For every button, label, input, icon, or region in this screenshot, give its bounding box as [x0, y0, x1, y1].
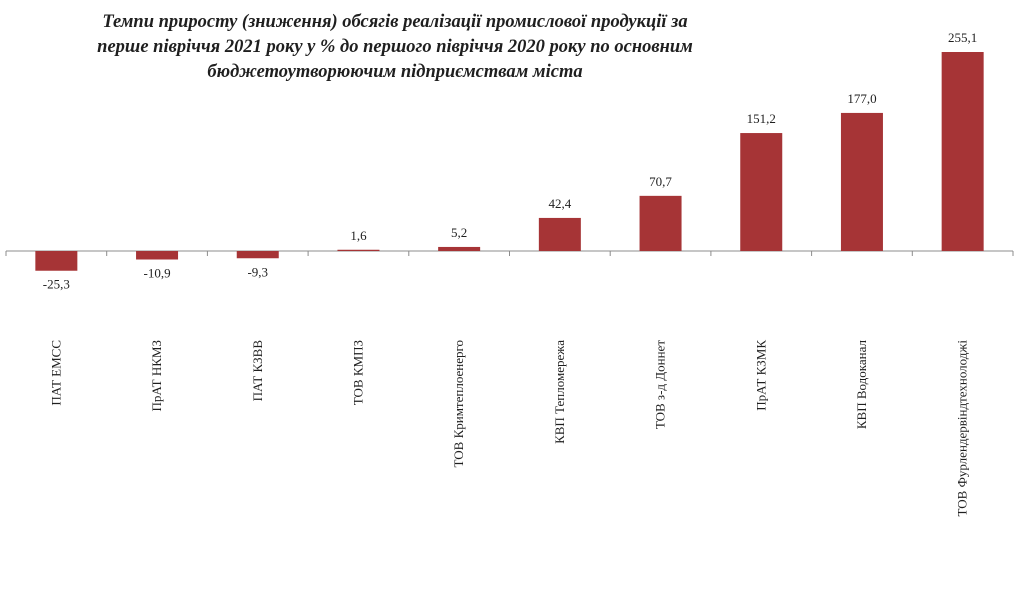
data-label: 70,7: [649, 174, 672, 189]
chart-title: Темпи приросту (зниження) обсягів реаліз…: [0, 10, 790, 85]
data-label: -10,9: [144, 266, 171, 281]
category-label: ТОВ з-д Доннет: [653, 340, 668, 429]
bar: [35, 251, 78, 271]
data-label: -9,3: [247, 264, 268, 279]
bar: [538, 217, 581, 251]
data-label: 5,2: [451, 225, 467, 240]
data-label: -25,3: [43, 277, 70, 292]
bar: [941, 52, 984, 251]
category-label: КВП Тепломережа: [552, 340, 567, 444]
category-label: ПрАТ НКМЗ: [149, 340, 164, 411]
bar: [136, 251, 179, 260]
data-label: 151,2: [747, 111, 776, 126]
chart-title-line-1: Темпи приросту (зниження) обсягів реаліз…: [102, 12, 688, 32]
bar: [438, 246, 481, 251]
data-label: 1,6: [350, 228, 367, 243]
data-label: 255,1: [948, 30, 977, 45]
category-label: ТОВ Кримтеплоенерго: [451, 340, 466, 468]
data-label: 42,4: [548, 196, 571, 211]
bar: [840, 112, 883, 251]
category-label: ПАТ ЕМСС: [48, 340, 63, 406]
chart-title-line-2: перше півріччя 2021 року у % до першого …: [97, 37, 693, 57]
bar: [740, 133, 783, 251]
category-label: ПрАТ КЗМК: [753, 340, 768, 411]
bar: [236, 251, 279, 259]
bar: [337, 249, 380, 251]
category-label: ТОВ Фурлендервіндтехнолоджі: [955, 340, 970, 517]
data-label: 177,0: [847, 91, 876, 106]
category-label: ПАТ КЗВВ: [250, 340, 265, 402]
bar: [639, 195, 682, 251]
chart-title-line-3: бюджетоутворюючим підприємствам міста: [207, 62, 583, 82]
category-label: КВП Водоканал: [854, 339, 869, 429]
category-label: ТОВ КМПЗ: [350, 340, 365, 405]
